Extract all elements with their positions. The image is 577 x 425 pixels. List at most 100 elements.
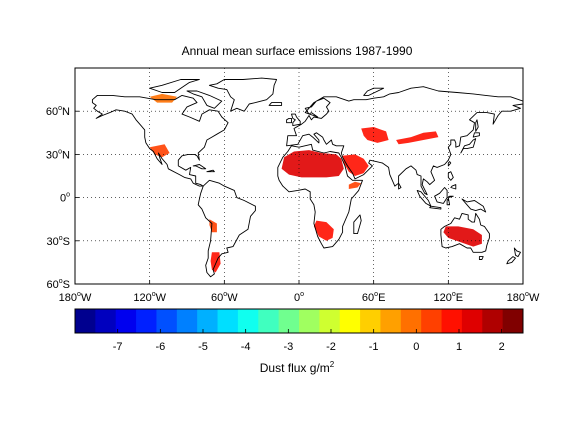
coastline-tasmania [478,256,484,260]
coastline-ireland [286,117,292,124]
lon-tick-label-hemisphere: W [529,292,540,304]
lat-tick-label-degrees: 0 [60,193,66,205]
lon-tick-label: 60oW [211,291,238,304]
colorbar-label-text: Dust flux g/m [260,361,330,375]
colorbar-tick-label: 0 [413,341,419,353]
colorbar-swatch [461,309,483,333]
colorbar-tick-label: 1 [456,341,462,353]
lat-tick-label-degree-sign: o [66,192,70,199]
colorbar-swatch [482,309,504,333]
colorbar-tick-label: -1 [369,341,379,353]
lat-tick-label: 0o [60,192,70,205]
coastline-sakhalin [475,119,479,132]
lon-tick-label-degree-sign: o [223,291,227,298]
colorbar-tick-label: -7 [113,341,123,353]
coastline-eurasia [286,86,523,196]
coastline-australia [440,212,490,253]
emission-region [342,154,369,176]
colorbar-swatch [115,309,137,333]
colorbar-tick-label: 2 [499,341,505,353]
emission-region [149,93,177,103]
lon-tick-label-hemisphere: W [227,292,238,304]
lon-tick-label-degree-sign: o [152,291,156,298]
coastline-new-zealand-south [506,256,516,265]
lon-tick-label-degree-sign: o [300,291,304,298]
coastline-new-guinea [461,198,487,213]
emission-region [313,220,334,241]
colorbar-swatch [95,309,117,333]
colorbar-swatch [400,309,422,333]
lon-tick-label-degree-sign: o [77,291,81,298]
lat-tick-label-hemisphere: S [63,236,70,248]
coastline-philippines [447,171,454,181]
longitude-ticks: 180oW 120oW 60oW 0o 60oE 120oE 180oW [59,280,540,304]
lon-tick-label-hemisphere: W [81,292,92,304]
coastline-greenland [208,77,278,112]
colorbar-ticks: -7 -6 -5 -4 -3 -2 -1 0 1 2 [113,329,505,353]
lon-tick-label: 0o [294,291,304,304]
lat-tick-label-hemisphere: N [62,106,70,118]
coastline-hokkaido [472,132,480,138]
colorbar-swatch [278,309,300,333]
emission-region [348,181,362,189]
coastline-baffin-island [186,90,223,109]
lat-tick-label-degree-sign: o [58,105,62,112]
coastline-cuba [192,164,207,170]
lon-tick-label-hemisphere: E [456,292,463,304]
coastline-sri-lanka [398,182,402,190]
lon-tick-label-degrees: 120 [434,292,452,304]
colorbar-swatch [299,309,320,333]
colorbar-tick-label: -6 [155,341,165,353]
colorbar-swatch [156,309,178,333]
coastline-mindanao [450,184,457,190]
lat-tick-label-degrees: 30 [46,149,58,161]
coastline-new-zealand-north [513,247,521,258]
lat-tick-label: 30oN [46,148,70,161]
lon-tick-label-hemisphere: W [156,292,167,304]
colorbar-tick-label: -3 [283,341,293,353]
lat-tick-label-degrees: 60 [47,279,59,291]
coastline-arctic-islands [149,79,200,93]
coastlines [91,77,523,278]
lon-tick-label: 120oE [434,291,464,304]
colorbar-swatch [136,309,157,333]
colorbar-swatch [217,309,239,333]
coastline-north-america [91,94,229,187]
colorbar-label: Dust flux g/m2 [260,360,335,375]
coastline-sulawesi [446,195,454,206]
lon-tick-label: 180oW [59,291,92,304]
lat-tick-label-degree-sign: o [58,148,62,155]
coastline-borneo [434,187,448,204]
lat-tick-label-degree-sign: o [59,235,63,242]
lon-tick-label: 120oW [133,291,166,304]
lat-tick-label-degree-sign: o [59,278,63,285]
lat-tick-label-hemisphere: N [62,149,70,161]
lon-tick-label-degree-sign: o [525,291,529,298]
coastline-iceland [268,102,283,106]
lat-tick-label: 30oS [47,235,71,248]
coastline-africa [277,143,363,249]
colorbar-tick-label: -4 [241,341,251,353]
colorbar-swatch [339,309,361,333]
map-grid [75,68,523,284]
lon-tick-label-degree-sign: o [452,291,456,298]
lat-tick-label-degrees: 30 [47,236,59,248]
lat-tick-label: 60oS [47,278,71,291]
lon-tick-label-degrees: 180 [59,292,77,304]
lon-tick-label-degrees: 60 [362,292,374,304]
emission-region [396,131,439,145]
colorbar-swatch [421,309,443,333]
colorbar-frame [74,308,524,334]
colorbar-swatch [319,309,341,333]
lon-tick-label: 60oE [362,291,386,304]
coastline-java [429,205,442,210]
colorbar-tick-label: -5 [198,341,208,353]
emission-region [281,150,344,178]
emission-region [210,252,221,273]
coastline-japan [460,138,477,154]
colorbar-tick-label: -2 [326,341,336,353]
coastline-taiwan [447,161,452,167]
lon-tick-label-degree-sign: o [374,291,378,298]
